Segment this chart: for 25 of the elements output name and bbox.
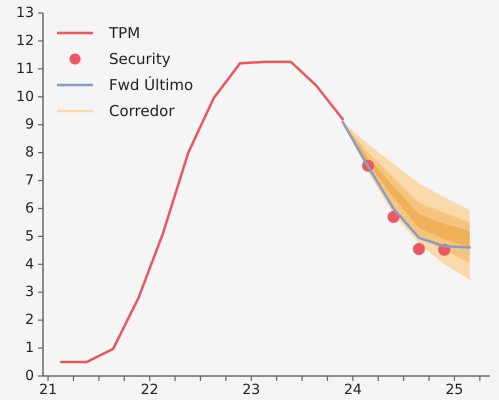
y-tick-label: 3: [25, 284, 34, 300]
y-tick-label: 8: [25, 144, 34, 161]
y-tick-label: 2: [25, 312, 34, 328]
y-tick-label: 12: [16, 32, 34, 49]
x-tick-label: 25: [446, 382, 464, 398]
x-tick-label: 24: [344, 382, 362, 398]
x-tick-label: 23: [242, 382, 260, 398]
y-tick-label: 13: [16, 5, 34, 21]
y-tick-label: 11: [16, 60, 34, 77]
y-tick-label: 6: [25, 200, 34, 216]
y-tick-label: 7: [25, 172, 34, 189]
y-tick-label: 9: [25, 116, 34, 133]
legend-label: TPM: [108, 24, 140, 42]
y-tick-label: 5: [25, 228, 34, 244]
point: [412, 242, 425, 255]
y-tick-label: 1: [25, 340, 34, 356]
point: [387, 210, 400, 223]
x-tick-label: 21: [39, 382, 57, 398]
y-tick-label: 4: [25, 256, 34, 272]
legend-label: Corredor: [109, 102, 176, 120]
legend-label: Fwd Último: [109, 76, 194, 94]
y-tick-label: 10: [16, 88, 34, 105]
x-tick-label: 22: [140, 382, 159, 398]
legend-label: Security: [109, 50, 171, 68]
y-tick-label: 0: [25, 368, 34, 384]
